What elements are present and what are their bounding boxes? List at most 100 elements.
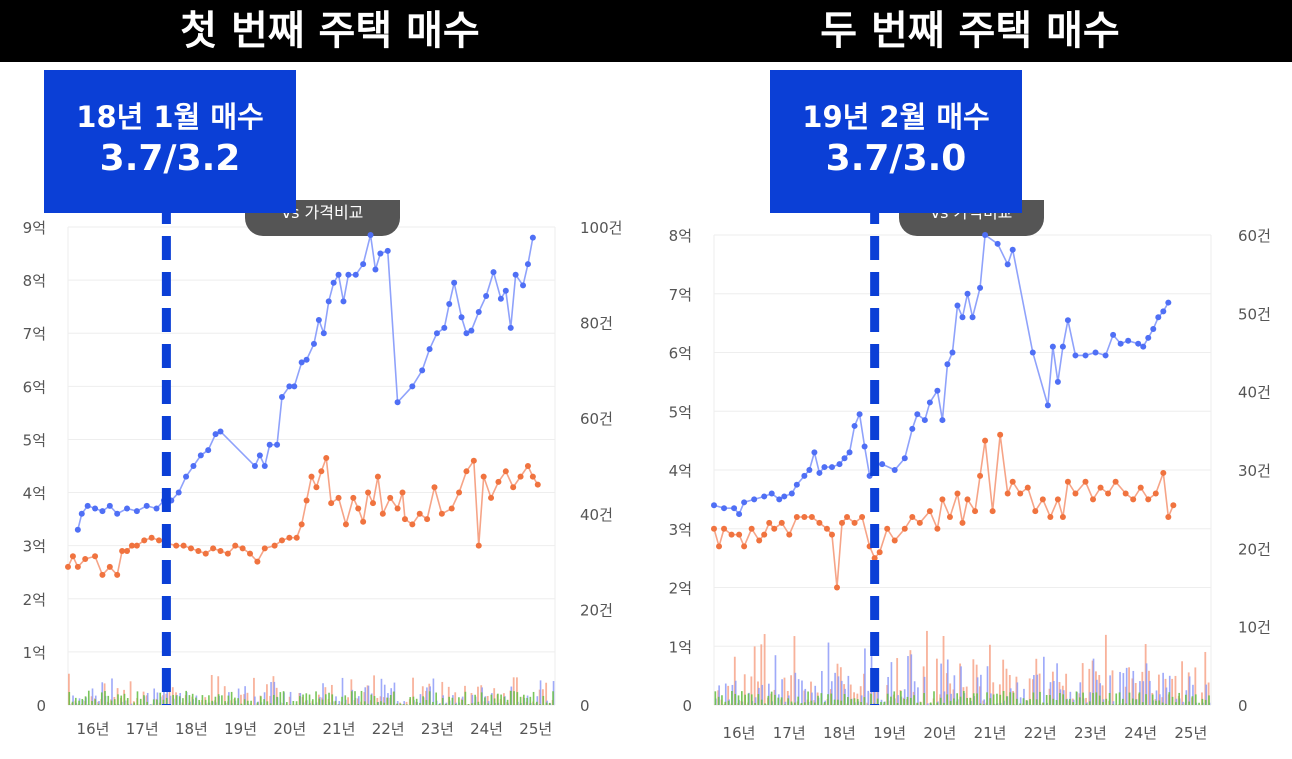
c0-volume-bar bbox=[156, 699, 158, 705]
c0-x-tick-label: 22년 bbox=[372, 720, 405, 738]
c1-volume-bar bbox=[1134, 683, 1137, 705]
c1-volume-bar bbox=[1192, 684, 1194, 705]
c0-volume-bar bbox=[490, 694, 493, 705]
c0-series-1-point bbox=[271, 542, 278, 549]
c1-volume-bar bbox=[1088, 701, 1091, 705]
c1-volume-bar bbox=[1042, 702, 1045, 705]
c0-series-1-point bbox=[409, 521, 416, 528]
c1-series-0-point bbox=[1064, 317, 1071, 324]
c1-volume-bar bbox=[744, 694, 746, 705]
c1-series-0-point bbox=[851, 422, 858, 429]
c1-series-1-point bbox=[1090, 496, 1097, 503]
c0-volume-bar bbox=[279, 692, 282, 705]
c1-volume-bar bbox=[1158, 700, 1161, 705]
c1-series-1-point bbox=[786, 531, 793, 538]
c0-volume-bar bbox=[338, 700, 341, 705]
c0-series-1-point bbox=[416, 510, 423, 517]
c1-volume-bar bbox=[757, 694, 760, 705]
c1-volume-bar bbox=[718, 685, 720, 705]
c1-volume-bar bbox=[1078, 697, 1081, 705]
c1-volume-bar bbox=[1188, 676, 1191, 705]
c0-volume-bar bbox=[169, 695, 172, 705]
c0-series-0-point bbox=[490, 269, 497, 276]
c0-series-1-point bbox=[510, 484, 517, 491]
c0-volume-bar bbox=[370, 694, 373, 705]
c1-series-1-point bbox=[871, 555, 878, 562]
c0-series-0-point bbox=[286, 383, 293, 390]
c0-volume-bar bbox=[445, 703, 447, 705]
c1-series-0-point bbox=[821, 464, 828, 471]
c0-volume-bar bbox=[480, 692, 483, 705]
c0-x-tick-label: 21년 bbox=[323, 720, 356, 738]
c1-volume-bar bbox=[919, 702, 922, 705]
c1-volume-bar bbox=[923, 676, 926, 705]
c1-series-0-point bbox=[959, 314, 966, 321]
c1-series-1-point bbox=[939, 496, 946, 503]
c0-series-1-point bbox=[448, 505, 455, 512]
c1-series-1-point bbox=[954, 490, 961, 497]
c1-left-tick-label: 5억 bbox=[669, 403, 692, 421]
c0-volume-bar bbox=[81, 698, 84, 705]
c1-volume-bar bbox=[953, 675, 956, 705]
c0-volume-bar bbox=[536, 696, 539, 705]
c1-volume-bar bbox=[1104, 634, 1107, 705]
c0-x-tick-label: 16년 bbox=[77, 720, 110, 738]
c1-volume-bar bbox=[1122, 698, 1124, 705]
c1-volume-bar bbox=[1065, 673, 1068, 705]
c0-volume-bar bbox=[275, 687, 278, 705]
c0-series-1-point bbox=[495, 478, 502, 485]
c1-series-1-point bbox=[1105, 490, 1112, 497]
c1-volume-bar bbox=[907, 656, 909, 705]
c1-volume-bar bbox=[1098, 695, 1101, 705]
c0-right-tick-label: 100건 bbox=[580, 219, 622, 237]
c1-x-tick-label: 21년 bbox=[974, 724, 1007, 742]
c0-volume-bar bbox=[111, 678, 113, 705]
c0-series-1-point bbox=[124, 547, 131, 554]
c1-volume-bar bbox=[1025, 700, 1028, 705]
c0-series-0-point bbox=[261, 463, 268, 469]
c0-volume-bar bbox=[166, 685, 168, 705]
c1-right-tick-label: 10건 bbox=[1238, 619, 1271, 637]
c1-volume-bar bbox=[1128, 667, 1130, 705]
c1-volume-bar bbox=[975, 664, 978, 705]
c0-volume-bar bbox=[223, 686, 226, 705]
c0-volume-bar bbox=[425, 690, 427, 705]
c0-series-0-point bbox=[106, 502, 113, 509]
c1-series-0-point bbox=[836, 461, 843, 468]
c0-volume-bar bbox=[269, 695, 272, 705]
c1-series-1-point bbox=[721, 525, 728, 532]
c1-series-0-point bbox=[934, 387, 941, 394]
c1-series-1-point bbox=[808, 514, 815, 520]
c1-volume-bar bbox=[804, 688, 807, 705]
c1-volume-bar bbox=[916, 702, 919, 705]
c1-volume-bar bbox=[982, 700, 985, 705]
c0-series-1-point bbox=[323, 455, 330, 462]
c1-volume-bar bbox=[1072, 702, 1074, 705]
c1-series-1-point bbox=[823, 525, 830, 532]
c0-volume-bar bbox=[451, 697, 454, 705]
c0-volume-bar bbox=[373, 696, 376, 705]
c1-x-tick-label: 17년 bbox=[773, 724, 806, 742]
c0-volume-bar bbox=[315, 691, 317, 705]
c0-volume-bar bbox=[153, 688, 156, 705]
c1-volume-bar bbox=[734, 680, 737, 705]
c1-series-1-point bbox=[1112, 478, 1119, 485]
c1-volume-bar bbox=[1181, 661, 1184, 705]
c1-volume-bar bbox=[1148, 670, 1150, 705]
c0-volume-bar bbox=[286, 702, 288, 705]
c0-series-0-point bbox=[475, 308, 482, 315]
c1-series-0-point bbox=[801, 472, 808, 479]
c0-volume-bar bbox=[289, 691, 292, 705]
c0-volume-bar bbox=[72, 695, 74, 705]
c1-series-0-point bbox=[1054, 378, 1061, 385]
c1-series-0-point bbox=[1049, 343, 1056, 350]
c0-series-0-point bbox=[205, 447, 212, 454]
c1-volume-bar bbox=[843, 694, 846, 705]
c1-volume-bar bbox=[733, 656, 736, 705]
c1-left-tick-label: 2억 bbox=[669, 580, 692, 598]
c0-volume-bar bbox=[373, 675, 375, 705]
c1-volume-bar bbox=[983, 699, 986, 705]
c1-series-1-point bbox=[1137, 484, 1144, 491]
c0-series-0-point bbox=[74, 526, 81, 533]
c0-volume-bar bbox=[432, 678, 435, 705]
